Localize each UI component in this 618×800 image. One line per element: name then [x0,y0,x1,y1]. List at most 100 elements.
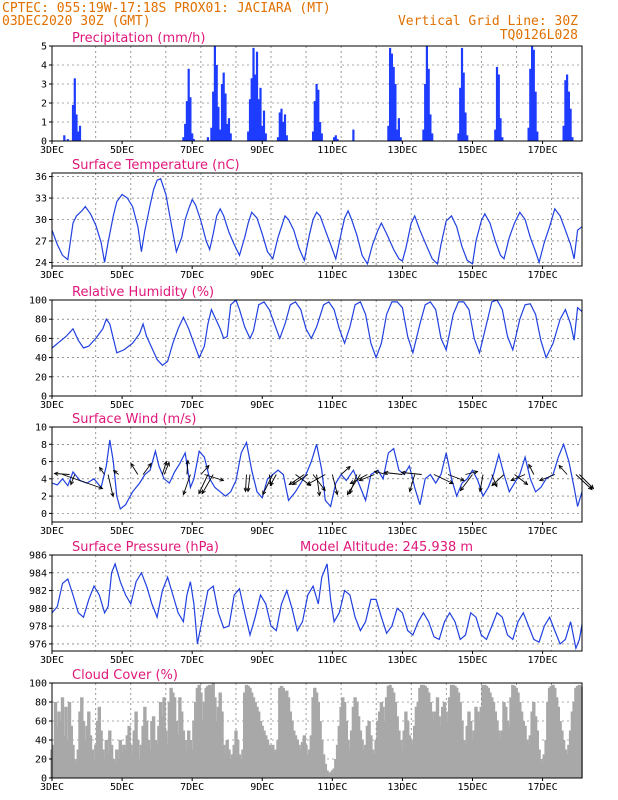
cloud-cover-bar [250,692,254,778]
precipitation-bar [429,114,432,141]
wind-vector-shaft [350,474,368,484]
wind-vector-head [205,464,210,470]
cloud-cover-bar [176,735,180,779]
precipitation-xtick-label: 3DEC [40,145,64,156]
cloud-cover-bar [222,744,226,779]
precipitation-bar [534,91,537,141]
precipitation-bar [185,101,188,141]
cloud-cover-bar [374,740,378,778]
cloud-cover-bar [195,687,200,779]
wind-vector [262,474,274,496]
cloud-cover-bar [558,721,562,778]
wind-vector [447,474,465,482]
pressure-ytick-label: 978 [29,622,47,633]
precipitation-bar [282,122,285,141]
pressure-xtick-label: 3DEC [40,655,64,666]
humidity-xtick-label: 3DEC [40,400,64,411]
humidity-xtick-label: 15DEC [457,400,487,411]
precipitation-bar [320,133,323,141]
wind-vector [291,474,309,486]
cloud-cover-xtick-label: 11DEC [317,782,347,793]
wind-vector [99,466,105,475]
temperature-ytick-label: 24 [35,258,47,269]
wind-vector-shaft [384,472,403,475]
precipitation-bar [399,137,402,141]
precipitation-xtick-label: 9DEC [250,145,274,156]
wind-vector-head [523,480,529,486]
precipitation-panel: 0 1 2 3 4 5 3DEC 5DEC 7DEC 9DEC 11DEC 13DEC 15DEC 17D… [40,31,583,156]
wind-vector-shaft [539,474,556,481]
wind-xtick-label: 17DEC [528,526,558,537]
cloud-cover-bar [384,697,389,779]
wind-vector [316,474,322,497]
wind-vector-shaft [575,474,593,490]
cloud-cover-bar [441,706,445,779]
cloud-cover-bar [325,770,329,778]
wind-xtick-label: 3DEC [40,526,64,537]
wind-vector [340,465,351,475]
precipitation-bar [562,125,565,141]
header-model-code: TQ0126L028 [500,28,578,43]
wind-vector-head [400,470,406,475]
cloud-cover-bar [53,702,58,778]
cloud-cover-bar [71,744,75,779]
cloud-cover-bar [455,687,459,779]
cloud-cover-bar [477,721,482,778]
cloud-cover-bar [451,684,455,778]
precipitation-bar [213,46,216,141]
precipitation-bar [466,135,469,141]
wind-vector-head [383,470,389,475]
cloud-cover-bar [108,730,112,778]
cloud-cover-bar [162,697,166,779]
wind-vector-shaft [346,474,361,495]
cloud-cover-bar [481,684,485,778]
cloud-cover-bar [316,702,320,778]
temperature-xtick-label: 7DEC [180,270,204,281]
cloud-cover-bar [209,687,214,779]
cloud-cover-bar [279,685,284,778]
wind-vector-head [110,492,115,498]
cloud-cover-bar [104,740,108,778]
wind-vector-head [373,470,379,475]
wind-vector [510,474,526,482]
humidity-ytick-label: 20 [35,372,47,383]
cloud-cover-bar [88,735,93,779]
precipitation-bar [459,87,462,141]
wind-vector-head [70,480,75,486]
cloud-cover-bar [370,749,375,778]
temperature-xtick-label: 5DEC [110,270,134,281]
cloud-cover-bar [502,702,506,778]
cloud-cover-bar [202,702,207,778]
cloud-cover-bar [269,749,273,778]
precipitation-xtick-label: 5DEC [110,145,134,156]
precipitation-bar [567,91,570,141]
cloud-cover-bar [542,754,546,779]
cloud-cover-bar [334,759,338,778]
wind-vector [373,470,387,475]
precipitation-bar [77,131,80,141]
wind-vector [107,474,115,498]
precipitation-bar [219,129,222,141]
precipitation-ytick-label: 2 [41,99,47,110]
precipitation-bar [571,137,574,141]
cloud-cover-bar [430,711,434,778]
cloud-cover-bar [101,749,105,778]
precipitation-bar [252,47,255,141]
wind-ytick-label: 0 [41,509,47,520]
cloud-cover-xtick-label: 5DEC [110,782,134,793]
precipitation-bar [319,122,322,141]
cloud-cover-bar [549,685,553,778]
wind-ytick-label: 4 [41,474,47,485]
precipitation-frame [51,45,583,142]
precipitation-bar [248,99,252,141]
precipitation-bar [226,123,229,141]
wind-vector-shaft [316,474,321,496]
wind-vector-head [478,487,483,493]
cloud-cover-bar [185,749,189,778]
pressure-ytick-label: 982 [29,586,47,597]
cloud-cover-xtick-label: 13DEC [387,782,417,793]
wind-panel: 0 2 4 6 8 10 3DEC 5DEC 7DEC 9DEC 11DEC 13DEC 15DEC 17… [35,412,595,537]
cloud-cover-bar [218,692,222,778]
wind-vector-head [198,489,203,495]
precipitation-xtick-label: 7DEC [180,145,204,156]
